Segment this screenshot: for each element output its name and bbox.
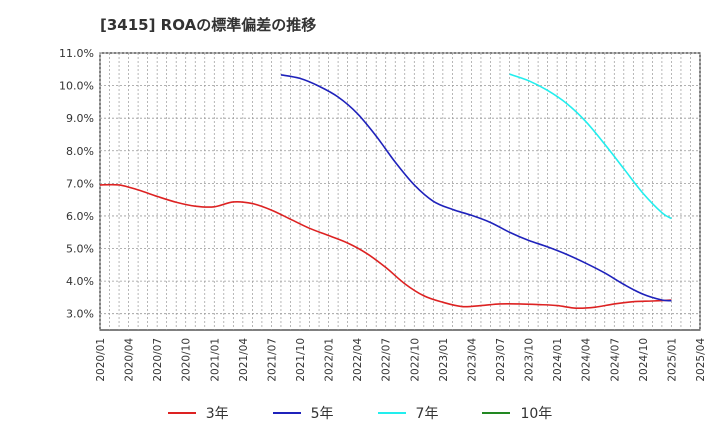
chart-title: [3415] ROAの標準偏差の推移 xyxy=(100,16,317,34)
x-tick-label: 2025/01 xyxy=(666,338,678,382)
x-tick-label: 2020/01 xyxy=(95,338,107,382)
legend-swatch xyxy=(167,412,196,414)
x-tick-label: 2020/07 xyxy=(152,338,164,382)
y-tick-label: 6.0% xyxy=(66,210,94,223)
series-line-2 xyxy=(280,74,672,302)
x-tick-label: 2021/01 xyxy=(209,338,221,382)
x-tick-label: 2022/10 xyxy=(409,338,421,382)
legend-item-4: 10年 xyxy=(482,403,552,423)
x-tick-label: 2020/04 xyxy=(124,338,136,382)
legend-label: 5年 xyxy=(310,406,334,422)
y-tick-label: 9.0% xyxy=(66,112,94,125)
y-tick-label: 10.0% xyxy=(59,80,94,93)
legend-item-1: 3年 xyxy=(167,403,229,423)
legend-item-2: 5年 xyxy=(272,403,334,423)
legend: 3年 5年 7年 10年 xyxy=(0,403,720,423)
x-tick-label: 2024/04 xyxy=(581,338,593,382)
x-tick-label: 2022/07 xyxy=(381,338,393,382)
x-tick-label: 2024/10 xyxy=(638,338,650,382)
y-axis-ticks: 3.0% 4.0% 5.0% 6.0% 7.0% 8.0% 9.0% 10.0% 11.0% xyxy=(59,47,94,321)
x-tick-label: 2024/07 xyxy=(609,338,621,382)
x-tick-label: 2021/07 xyxy=(266,338,278,382)
y-tick-label: 5.0% xyxy=(66,243,94,256)
legend-item-3: 7年 xyxy=(377,403,439,423)
legend-label: 3年 xyxy=(205,406,229,422)
legend-swatch xyxy=(482,412,511,414)
grid-lines xyxy=(99,52,701,330)
x-tick-label: 2025/04 xyxy=(695,338,707,382)
x-tick-label: 2023/04 xyxy=(466,338,478,382)
x-tick-label: 2024/01 xyxy=(552,338,564,382)
y-tick-label: 7.0% xyxy=(66,177,94,190)
x-tick-label: 2023/10 xyxy=(524,338,536,382)
legend-swatch xyxy=(377,412,406,414)
legend-swatch xyxy=(272,412,301,414)
series-lines xyxy=(99,73,672,310)
x-tick-label: 2023/07 xyxy=(495,338,507,382)
x-tick-label: 2022/04 xyxy=(352,338,364,382)
y-tick-label: 8.0% xyxy=(66,145,94,158)
series-line-3 xyxy=(509,73,672,220)
legend-label: 7年 xyxy=(415,406,439,422)
y-tick-label: 11.0% xyxy=(59,47,94,60)
x-tick-label: 2022/01 xyxy=(324,338,336,382)
x-tick-label: 2021/04 xyxy=(238,338,250,382)
x-tick-label: 2021/10 xyxy=(295,338,307,382)
legend-label: 10年 xyxy=(520,406,553,422)
y-tick-label: 4.0% xyxy=(66,275,94,288)
series-line-1 xyxy=(99,183,672,310)
y-tick-label: 3.0% xyxy=(66,308,94,321)
x-axis-ticks: 2020/01 2020/04 2020/07 2020/10 2021/01 2021/… xyxy=(95,338,707,382)
plot-area xyxy=(99,52,701,331)
x-tick-label: 2023/01 xyxy=(438,338,450,382)
x-tick-label: 2020/10 xyxy=(181,338,193,382)
